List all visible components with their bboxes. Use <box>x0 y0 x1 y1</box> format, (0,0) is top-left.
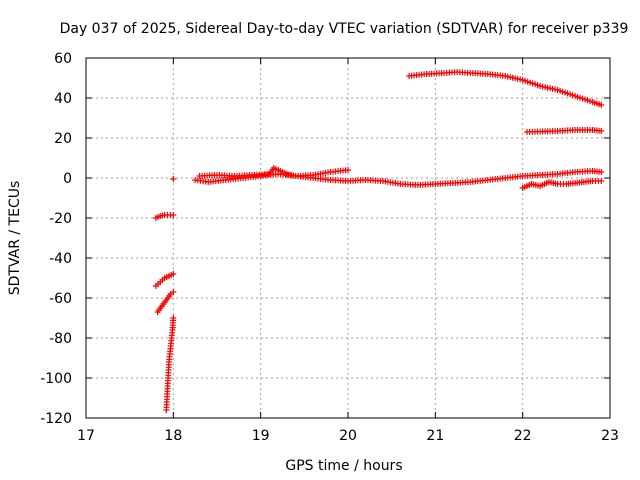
series-track-6 <box>192 168 605 188</box>
data-point <box>598 128 605 134</box>
series-track-4 <box>152 212 177 221</box>
y-tick-label: -100 <box>40 371 72 387</box>
x-axis-label: GPS time / hours <box>285 458 402 474</box>
x-tick-label: 19 <box>252 428 270 444</box>
data-point <box>598 102 605 108</box>
y-tick-label: 0 <box>63 171 72 187</box>
grid-lines <box>86 58 610 418</box>
series-track-8 <box>519 178 605 191</box>
data-point <box>170 315 177 321</box>
axis-ticks: 17 18 19 20 21 22 23 -120 -100 -80 -60 -40 -20 0 20 40 6… <box>40 51 619 444</box>
y-axis-label: SDTVAR / TECUs <box>7 181 23 296</box>
x-tick-label: 20 <box>339 428 357 444</box>
y-tick-label: -20 <box>49 211 72 227</box>
chart-title: Day 037 of 2025, Sidereal Day-to-day VTE… <box>60 21 629 37</box>
y-tick-label: 40 <box>54 91 72 107</box>
y-tick-label: -80 <box>49 331 72 347</box>
y-tick-label: -60 <box>49 291 72 307</box>
data-point <box>170 289 177 295</box>
x-tick-label: 21 <box>426 428 444 444</box>
series-track-7 <box>196 165 351 179</box>
y-tick-label: -40 <box>49 251 72 267</box>
data-point <box>170 176 177 182</box>
series-track-3 <box>152 271 177 289</box>
data-point <box>345 167 351 173</box>
series-track-2 <box>154 289 177 315</box>
data-point <box>598 178 605 184</box>
x-tick-label: 23 <box>601 428 619 444</box>
y-tick-label: -120 <box>40 411 72 427</box>
y-tick-label: 60 <box>54 51 72 67</box>
data-point <box>170 271 177 277</box>
data-points <box>152 69 605 413</box>
y-tick-label: 20 <box>54 131 72 147</box>
x-tick-label: 17 <box>77 428 95 444</box>
series-track-9 <box>524 127 605 135</box>
series-track-10 <box>406 69 605 108</box>
series-track-1 <box>163 315 177 413</box>
data-point <box>598 169 605 175</box>
x-tick-label: 22 <box>514 428 532 444</box>
x-tick-label: 18 <box>164 428 182 444</box>
data-point <box>170 212 177 218</box>
series-track-5 <box>170 176 177 182</box>
